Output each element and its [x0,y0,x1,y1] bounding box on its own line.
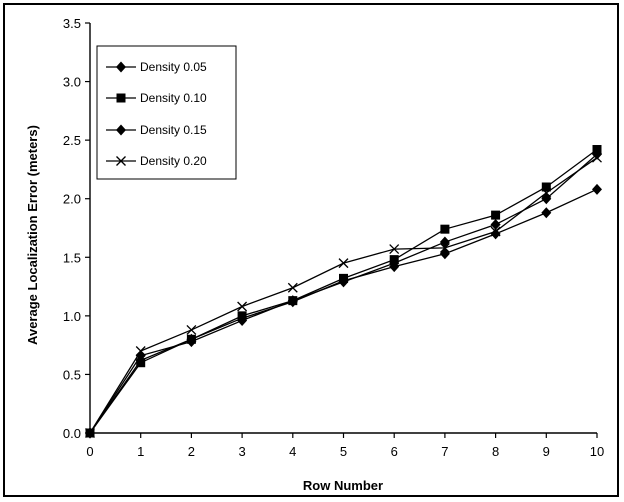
series-line [89,188,598,434]
data-point [338,276,349,288]
data-point [389,244,400,255]
legend-label: Density 0.15 [140,123,207,137]
y-tick-label: 1.5 [63,250,81,265]
cross-stroke [287,282,298,293]
x-tick-label: 4 [289,444,296,459]
data-point [490,228,501,240]
x-tick-label: 2 [188,444,195,459]
data-point [85,428,95,438]
x-tick-label: 10 [590,444,604,459]
data-point [541,187,552,198]
data-point [440,224,450,234]
legend: Density 0.05 Density 0.10 Density 0.15 Dens… [96,45,237,180]
series-3 [85,148,602,439]
data-point [186,336,197,348]
legend-label: Density 0.10 [140,91,207,105]
cross-stroke [439,242,450,253]
data-point [439,248,450,260]
data-point [592,183,602,195]
data-point [490,218,501,230]
legend-marker [116,61,126,73]
series-line [89,153,598,434]
legend-marker [116,93,126,103]
cross-stroke [338,258,349,269]
y-tick-label: 0.0 [63,426,81,441]
data-point [490,226,501,237]
legend-marker [116,156,126,166]
cross-stroke [186,324,197,335]
x-tick-label: 7 [441,444,448,459]
x-axis-title: Row Number [303,478,383,493]
tick-labels: 0.0 0.5 1.0 1.5 2.0 2.5 3.0 3.5 0 1 2 3 4 5 6 7 8 9 10 [63,16,604,459]
series-line [89,157,598,434]
chart-frame [3,3,619,497]
data-point [439,242,450,253]
data-point [541,182,551,192]
data-point [389,257,400,269]
data-point [541,207,552,219]
data-point [287,282,298,293]
data-point [136,358,146,368]
y-axis-title: Average Localization Error (meters) [25,125,40,345]
data-point [592,148,602,160]
y-tick-label: 3.5 [63,16,81,31]
cross-stroke [85,428,95,438]
y-tick-label: 0.5 [63,367,81,382]
series-4 [85,152,602,438]
data-point [338,258,349,269]
data-point [186,324,197,335]
x-tick-label: 0 [86,444,93,459]
data-point [135,346,146,356]
y-tick-label: 2.5 [63,133,81,148]
data-point [237,301,248,312]
series-1 [85,183,602,439]
cross-stroke [490,226,501,237]
data-point [439,236,450,248]
x-tick-label: 8 [492,444,499,459]
cross-stroke [237,301,248,312]
y-tick-label: 1.0 [63,309,81,324]
data-point [491,210,501,220]
cross-stroke [135,346,146,356]
y-tick-label: 2.0 [63,192,81,207]
series-2 [85,145,602,438]
cross-stroke [541,187,552,198]
x-tick-label: 6 [391,444,398,459]
x-tick-label: 9 [543,444,550,459]
legend-label: Density 0.20 [140,154,207,168]
legend-label: Density 0.05 [140,60,207,74]
axes [85,22,598,438]
data-point [237,315,248,327]
cross-stroke [592,152,602,163]
data-point [287,295,298,307]
data-point [592,152,602,163]
series-line [89,148,598,434]
x-tick-label: 1 [137,444,144,459]
cross-stroke [116,156,126,166]
x-tick-label: 5 [340,444,347,459]
x-tick-label: 3 [238,444,245,459]
legend-marker [116,124,126,136]
cross-stroke [389,244,400,255]
series-group [85,145,602,439]
y-tick-label: 3.0 [63,75,81,90]
